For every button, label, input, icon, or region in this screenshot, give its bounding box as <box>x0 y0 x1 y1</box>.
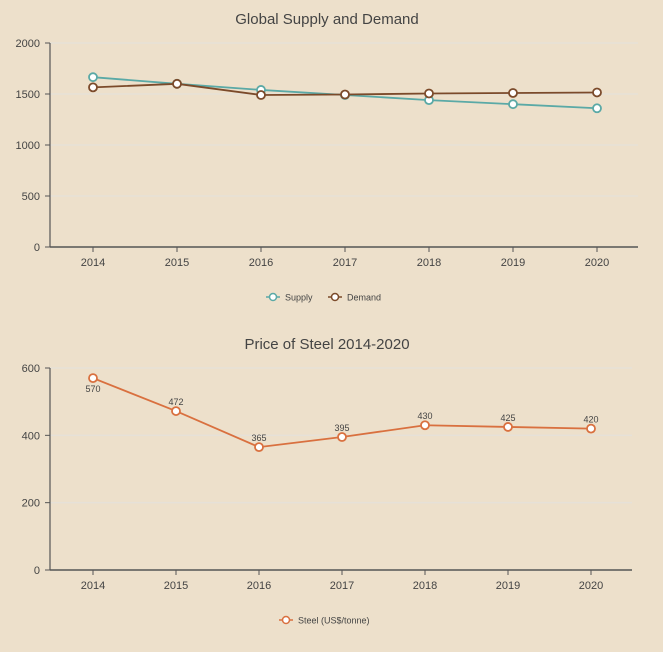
data-point <box>88 72 98 83</box>
data-label: 472 <box>168 397 183 407</box>
data-point <box>340 89 350 100</box>
x-tick-label: 2017 <box>333 257 357 269</box>
legend-label: Steel (US$/tonne) <box>298 616 370 626</box>
x-tick-label: 2018 <box>413 580 437 592</box>
data-point <box>592 87 602 98</box>
data-point <box>254 442 264 453</box>
x-tick-label: 2014 <box>81 257 105 269</box>
data-label: 420 <box>583 415 598 425</box>
legend-marker-icon <box>281 615 291 625</box>
data-point <box>586 423 596 434</box>
y-tick-label: 200 <box>22 498 40 510</box>
data-label: 570 <box>85 384 100 394</box>
y-tick-label: 1500 <box>16 89 40 101</box>
x-tick-label: 2016 <box>249 257 273 269</box>
data-point <box>88 373 98 384</box>
data-point <box>592 103 602 114</box>
y-tick-label: 500 <box>22 191 40 203</box>
data-point <box>88 82 98 93</box>
data-label: 430 <box>417 411 432 421</box>
supply-demand-chart: Global Supply and Demand 0 500 1000 1500 200… <box>16 11 638 303</box>
x-tick-label: 2020 <box>579 580 603 592</box>
x-tick-label: 2015 <box>164 580 188 592</box>
steel-price-chart: Price of Steel 2014-2020 0 200 400 600 2014 2… <box>22 336 632 626</box>
data-point <box>508 88 518 98</box>
chart-title: Price of Steel 2014-2020 <box>244 336 409 353</box>
data-point <box>503 422 513 432</box>
data-point <box>337 432 347 442</box>
legend-label: Demand <box>347 293 381 303</box>
y-tick-label: 600 <box>22 363 40 375</box>
x-tick-label: 2014 <box>81 580 105 592</box>
legend-marker-icon <box>268 292 278 302</box>
legend-marker-icon <box>330 292 340 302</box>
legend-label: Supply <box>285 293 313 303</box>
x-tick-label: 2017 <box>330 580 354 592</box>
y-tick-label: 1000 <box>16 140 40 152</box>
data-label: 365 <box>251 433 266 443</box>
y-tick-label: 400 <box>22 430 40 442</box>
data-point <box>424 88 434 99</box>
chart-title: Global Supply and Demand <box>235 11 418 28</box>
x-tick-label: 2018 <box>417 257 441 269</box>
y-tick-label: 0 <box>34 242 40 254</box>
x-tick-label: 2019 <box>496 580 520 592</box>
x-tick-label: 2019 <box>501 257 525 269</box>
data-label: 395 <box>334 423 349 433</box>
y-tick-label: 2000 <box>16 38 40 50</box>
data-point <box>171 406 181 416</box>
data-point <box>508 99 518 110</box>
data-point <box>420 420 430 431</box>
y-tick-label: 0 <box>34 565 40 577</box>
data-label: 425 <box>500 413 515 423</box>
x-tick-label: 2015 <box>165 257 189 269</box>
x-tick-label: 2016 <box>247 580 271 592</box>
data-point <box>172 78 182 89</box>
x-tick-label: 2020 <box>585 257 609 269</box>
data-point <box>256 90 266 100</box>
